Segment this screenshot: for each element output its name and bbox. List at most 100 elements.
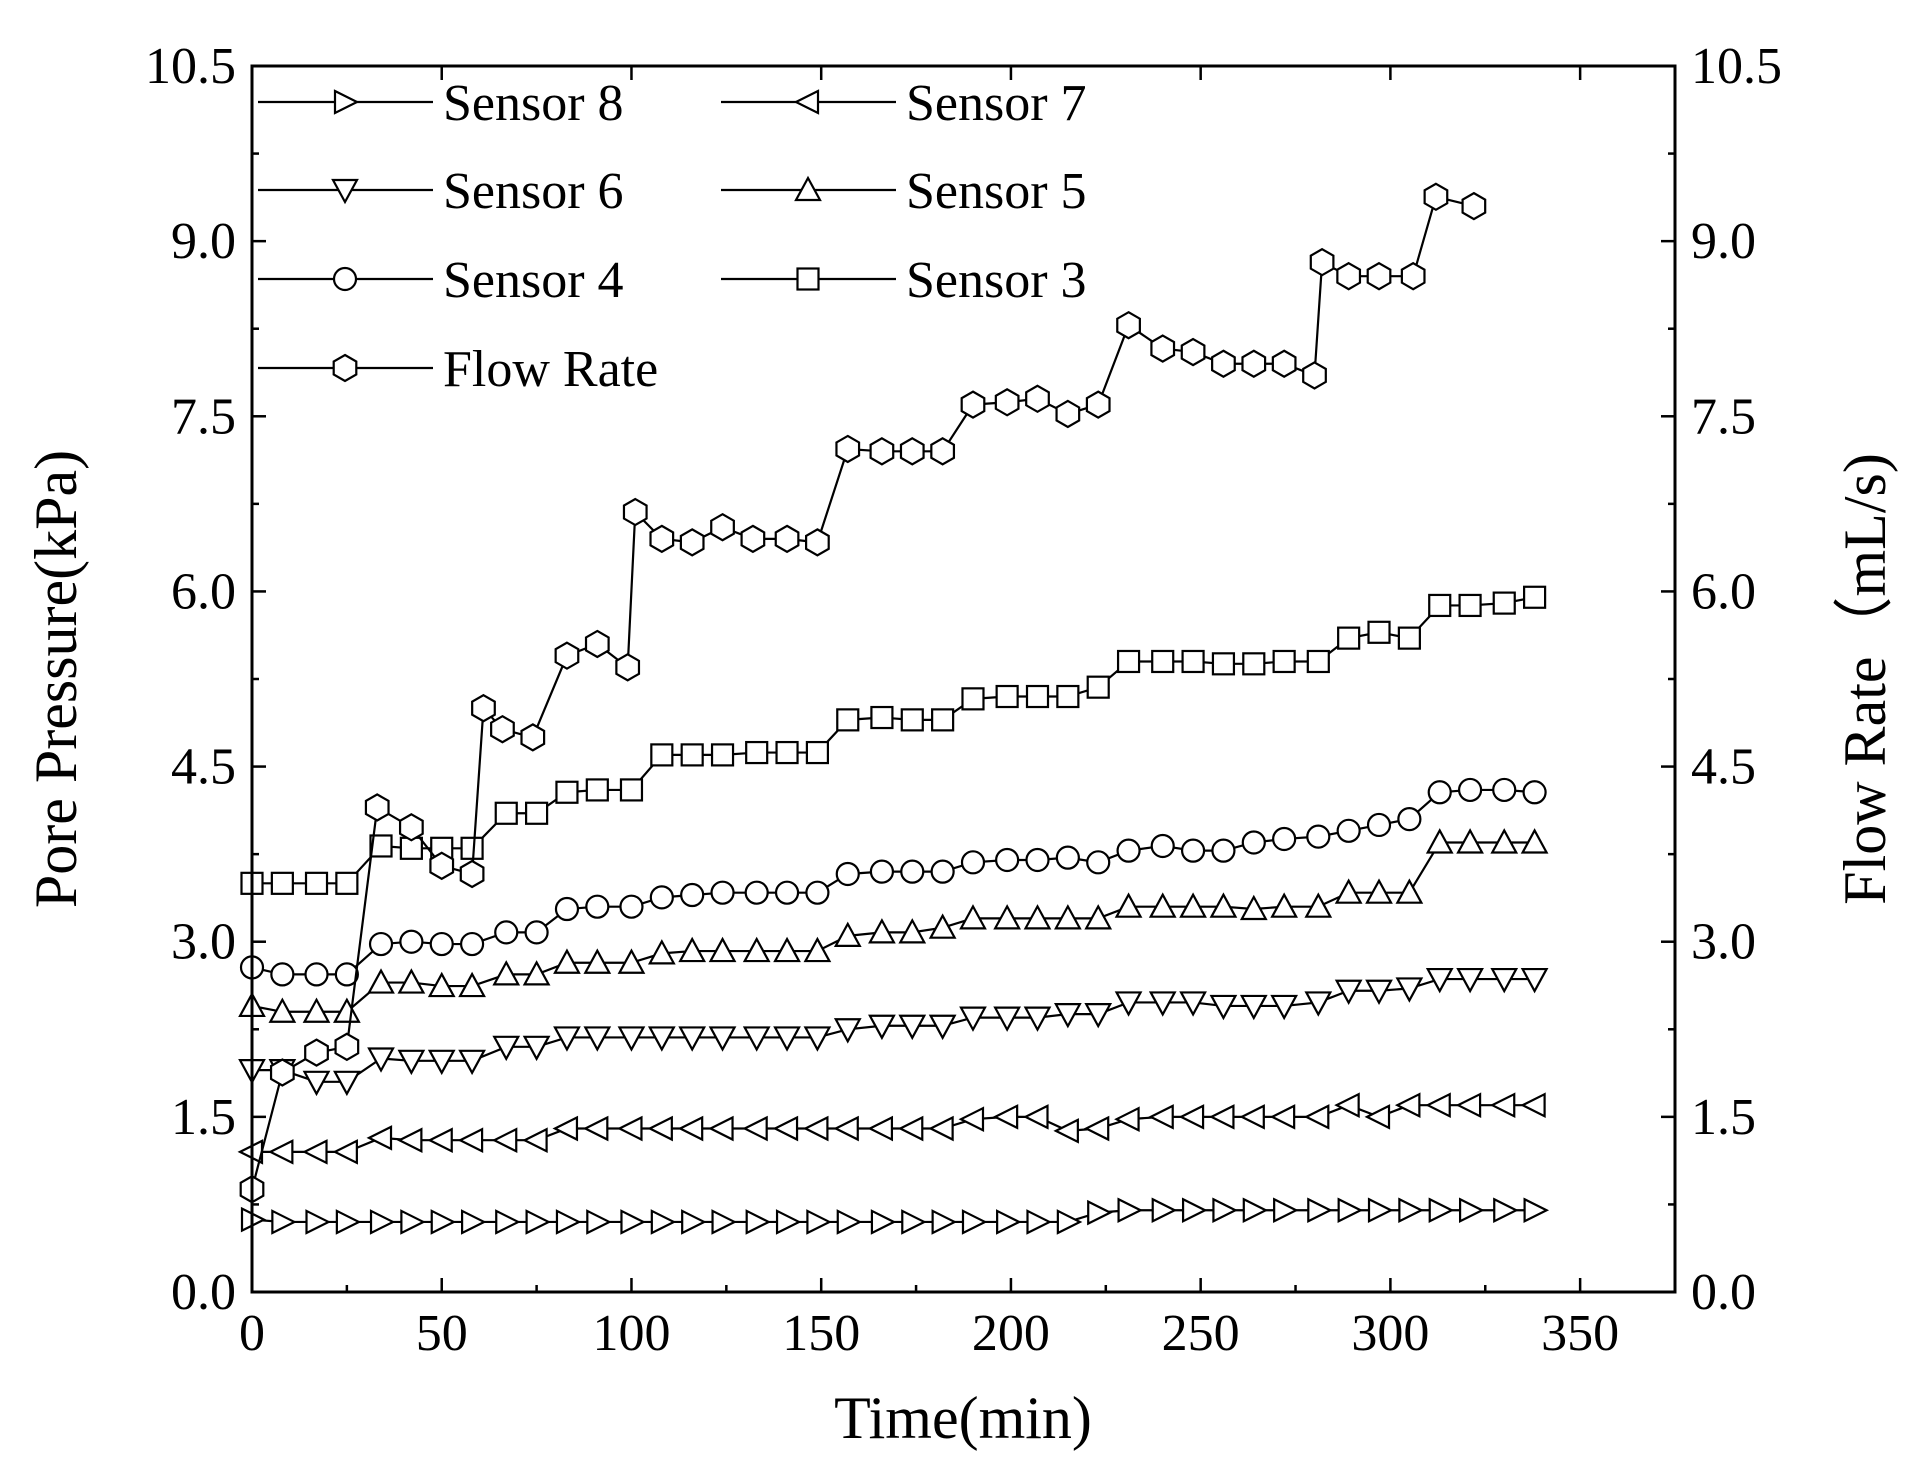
data-point <box>1400 262 1426 291</box>
data-point <box>710 880 735 905</box>
legend-label: Sensor 6 <box>443 163 624 220</box>
data-point <box>868 1116 894 1141</box>
data-point <box>1307 1198 1332 1223</box>
data-point <box>650 743 674 767</box>
data-point <box>1306 649 1330 674</box>
data-point <box>679 1116 704 1141</box>
data-point <box>1025 847 1050 873</box>
data-point <box>711 1209 736 1235</box>
data-point <box>1523 1198 1548 1223</box>
legend-label: Flow Rate <box>443 341 658 398</box>
data-point <box>1116 311 1141 340</box>
data-point <box>622 497 648 527</box>
data-point <box>1087 1200 1112 1225</box>
x-tick-label: 200 <box>972 1305 1050 1362</box>
series-sensor-3 <box>240 585 1547 895</box>
data-point <box>494 920 519 945</box>
data-point <box>649 885 674 910</box>
legend-marker <box>794 89 820 115</box>
data-point <box>995 847 1020 873</box>
y-tick-label: 9.0 <box>171 213 236 270</box>
data-point <box>1492 777 1517 803</box>
y2-tick-label: 10.5 <box>1691 38 1782 95</box>
data-point <box>1272 826 1297 852</box>
data-point <box>1398 1198 1423 1223</box>
data-point <box>270 871 294 895</box>
data-point <box>619 894 644 919</box>
data-point <box>618 1116 643 1141</box>
data-point <box>869 859 895 884</box>
data-point <box>367 1125 393 1150</box>
legend-label: Sensor 7 <box>906 75 1087 132</box>
data-point <box>834 1018 861 1043</box>
legend-label: Sensor 3 <box>906 252 1087 309</box>
data-point <box>745 740 769 765</box>
data-point <box>1151 1198 1176 1223</box>
data-point <box>428 1128 453 1153</box>
data-point <box>1337 1198 1362 1223</box>
y-tick-label: 6.0 <box>171 563 236 620</box>
y2-tick-label: 9.0 <box>1691 213 1756 270</box>
data-point <box>429 851 455 880</box>
data-point <box>805 528 830 557</box>
y-tick-label: 0.0 <box>171 1264 236 1321</box>
data-point <box>615 653 641 682</box>
data-point <box>1456 1093 1482 1118</box>
data-point <box>899 1116 924 1141</box>
data-point <box>1116 838 1141 863</box>
data-point <box>1397 626 1421 650</box>
data-point <box>303 1139 328 1164</box>
data-point <box>710 513 735 542</box>
data-point <box>585 894 610 919</box>
data-point <box>1493 1198 1518 1223</box>
data-point <box>584 629 610 659</box>
data-point <box>1271 349 1297 378</box>
data-point <box>870 705 894 730</box>
data-point <box>995 684 1019 709</box>
legend-label: Sensor 8 <box>443 75 624 132</box>
data-point <box>1117 1198 1142 1223</box>
data-point <box>1335 1093 1360 1118</box>
data-point <box>1025 384 1050 413</box>
data-point <box>835 861 860 887</box>
data-point <box>1055 399 1081 429</box>
data-point <box>305 1209 330 1235</box>
data-point <box>1116 649 1141 674</box>
data-point <box>525 1209 550 1235</box>
y-axis-title: Pore Pressure(kPa) <box>23 450 89 908</box>
series-sensor-8 <box>240 1198 1548 1235</box>
data-point <box>774 880 800 905</box>
data-point <box>1086 850 1111 875</box>
data-point <box>1211 838 1236 863</box>
y2-tick-label: 7.5 <box>1691 388 1756 445</box>
data-point <box>740 524 766 553</box>
legend-item: Sensor 3 <box>721 252 1087 309</box>
data-point <box>899 437 925 466</box>
y-tick-label: 10.5 <box>145 38 236 95</box>
data-point <box>745 1209 770 1235</box>
data-point <box>961 1209 987 1235</box>
data-point <box>1241 830 1266 855</box>
data-point <box>460 836 484 860</box>
data-point <box>836 1209 861 1235</box>
data-point <box>1396 1093 1421 1118</box>
data-point <box>400 1209 425 1235</box>
data-point <box>270 962 295 987</box>
data-point <box>775 740 799 765</box>
data-point <box>1366 812 1392 838</box>
data-point <box>960 850 986 875</box>
data-point <box>1365 1104 1391 1129</box>
data-point <box>1272 649 1296 674</box>
x-tick-label: 50 <box>416 1305 468 1362</box>
legend-item: Sensor 5 <box>721 163 1087 220</box>
data-point <box>1428 1198 1453 1223</box>
data-point <box>1149 1104 1174 1129</box>
data-point <box>773 1116 799 1141</box>
data-point <box>1309 248 1335 277</box>
data-point <box>334 1032 360 1061</box>
data-point <box>554 896 580 922</box>
data-point <box>1336 818 1361 843</box>
y-tick-label: 1.5 <box>171 1089 236 1146</box>
data-point <box>1086 675 1110 699</box>
data-point <box>929 914 956 939</box>
